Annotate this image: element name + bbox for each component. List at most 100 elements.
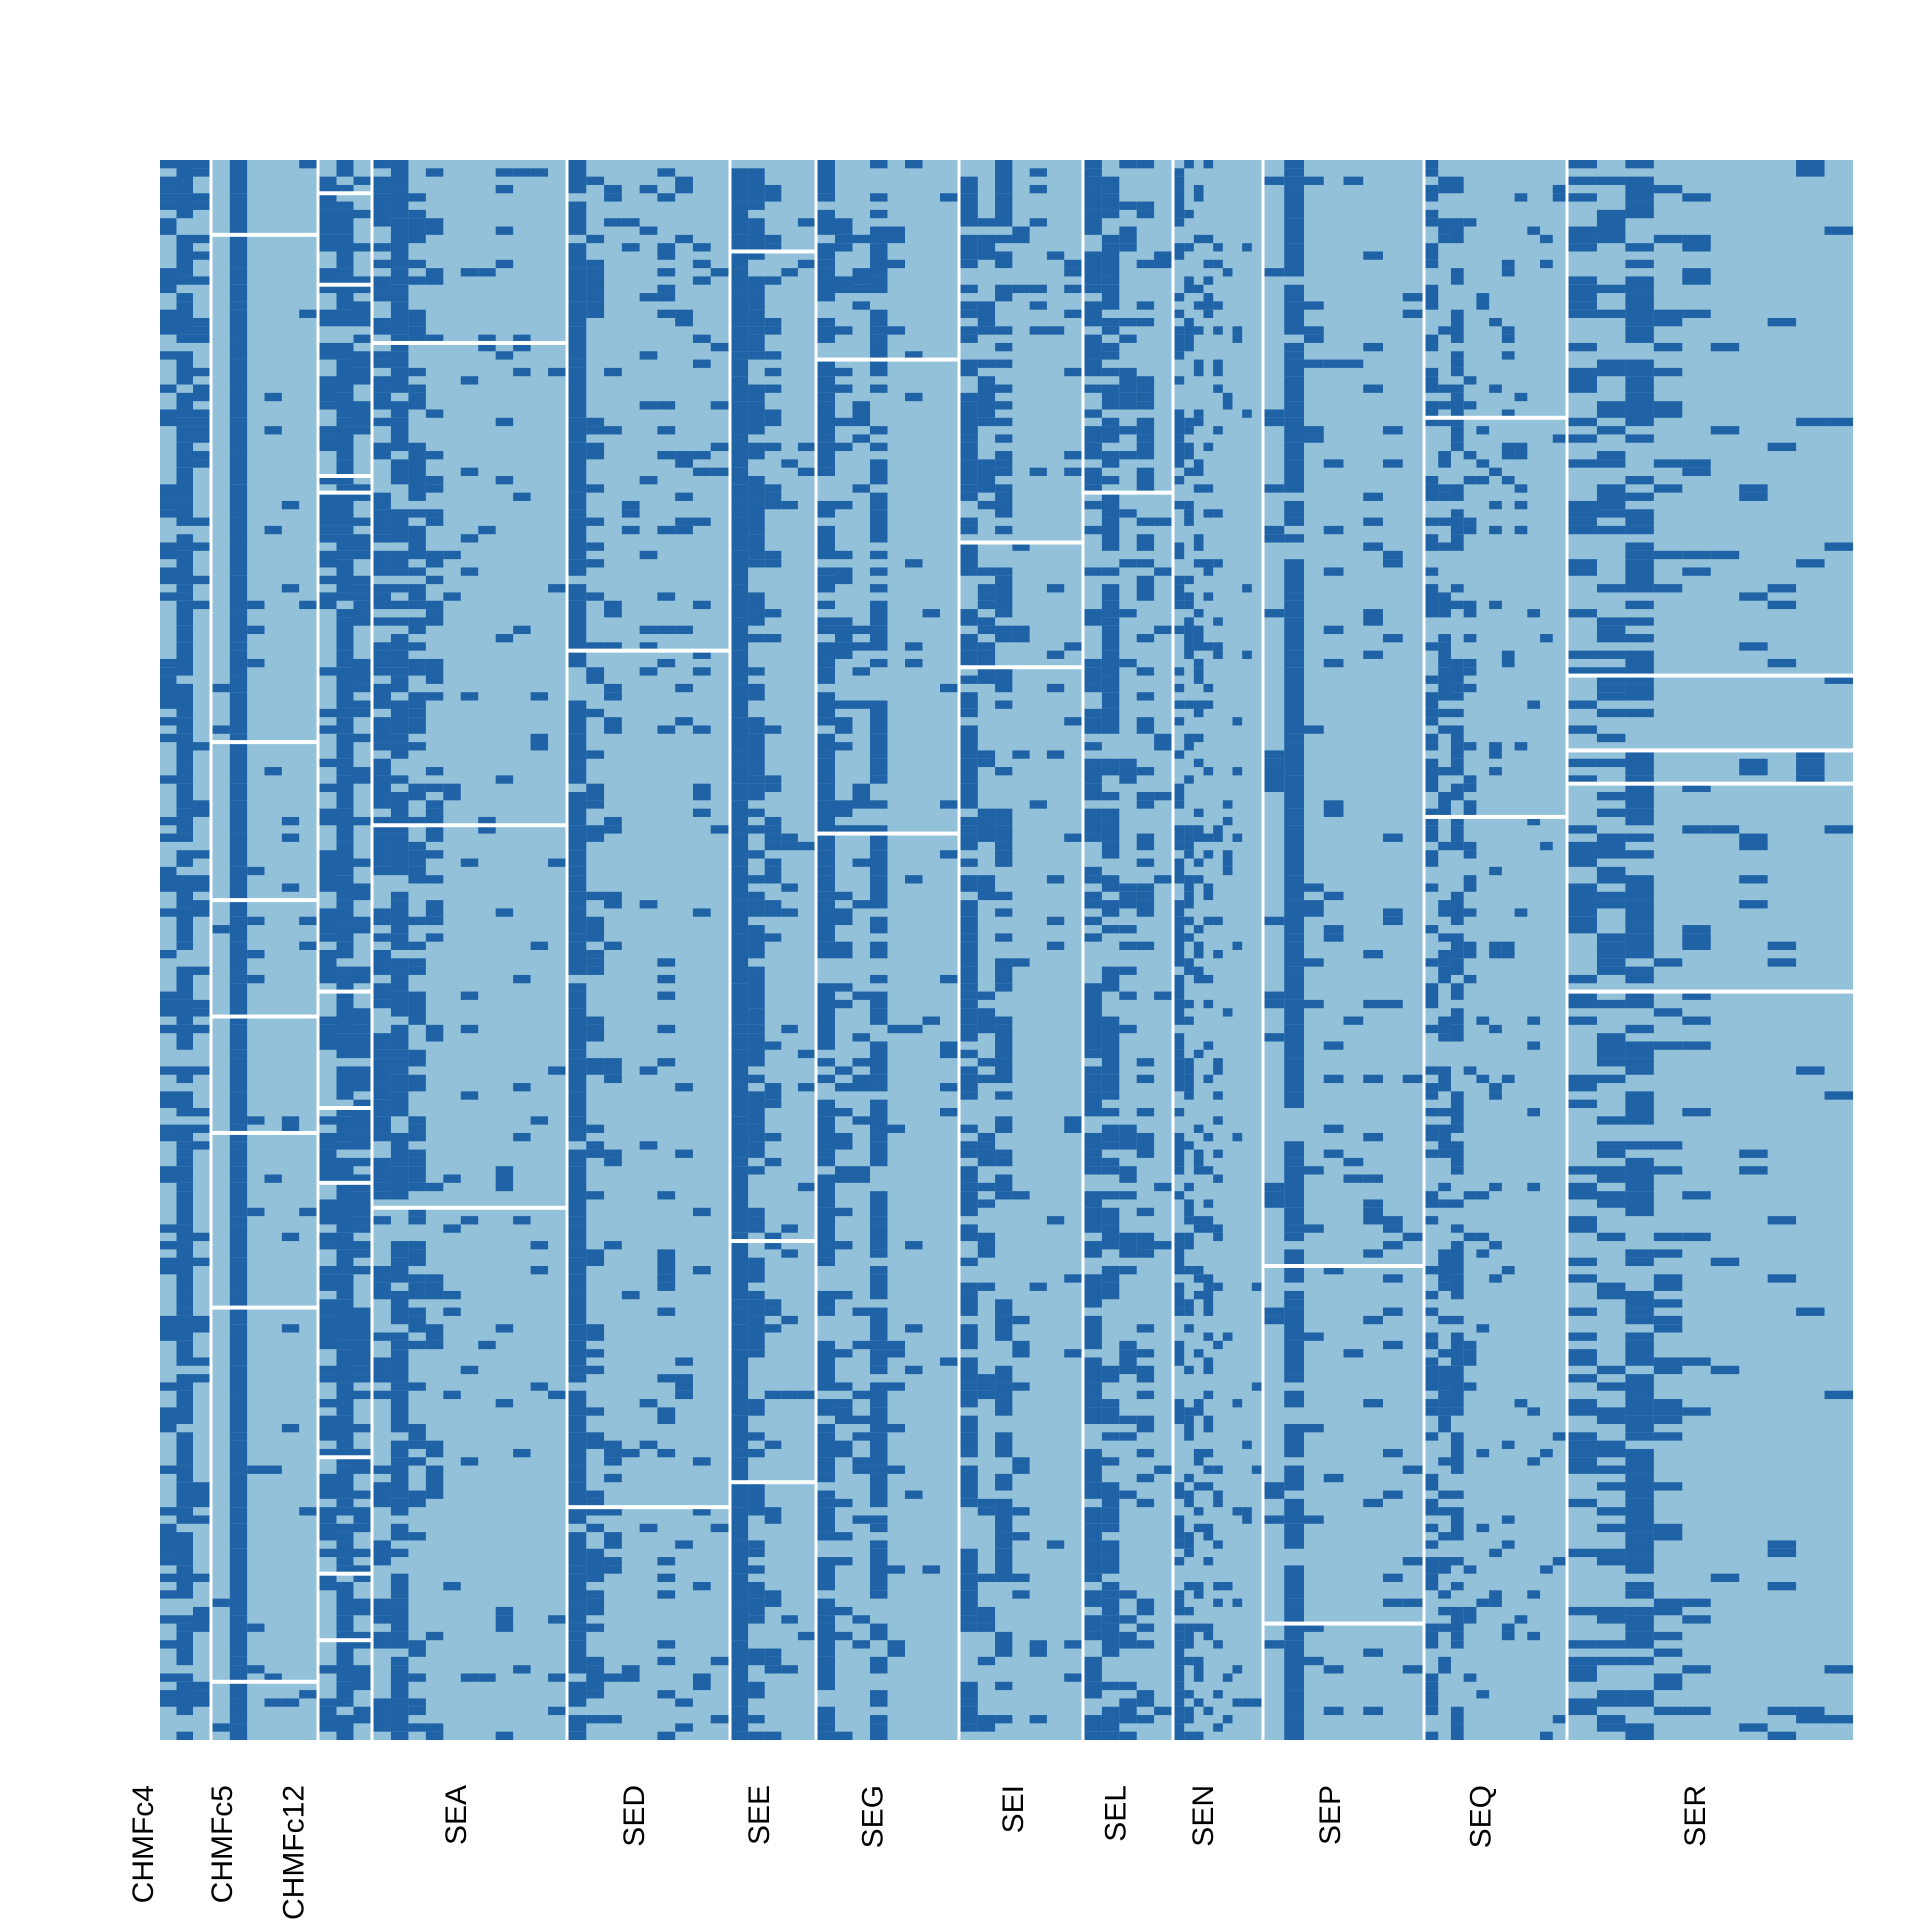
heatmap-cell xyxy=(193,168,210,177)
heatmap-cell xyxy=(176,999,193,1017)
heatmap-cell xyxy=(336,459,354,485)
heatmap-cell xyxy=(1174,1266,1185,1275)
heatmap-cell xyxy=(1012,625,1030,643)
heatmap-cell xyxy=(977,816,996,842)
heatmap-cell xyxy=(373,1191,391,1200)
heatmap-cell xyxy=(229,1432,248,1441)
heatmap-cell xyxy=(1174,1058,1185,1092)
heatmap-cell xyxy=(336,1507,354,1516)
heatmap-cell xyxy=(1540,259,1553,269)
heatmap-cell xyxy=(390,1174,409,1200)
heatmap-cell xyxy=(852,900,870,909)
heatmap-cell xyxy=(748,1033,765,1067)
heatmap-cell xyxy=(1489,866,1502,876)
heatmap-cell xyxy=(1184,209,1194,219)
heatmap-cell xyxy=(1264,1640,1285,1649)
heatmap-cell xyxy=(1101,209,1120,219)
heatmap-cell xyxy=(1184,1232,1194,1250)
heatmap-cell xyxy=(1568,1498,1597,1508)
heatmap-cell xyxy=(731,1706,749,1732)
heatmap-cell xyxy=(1284,359,1304,377)
heatmap-cell xyxy=(1174,168,1185,177)
heatmap-cell xyxy=(604,692,622,701)
heatmap-cell xyxy=(212,725,230,734)
heatmap-cell xyxy=(1438,542,1451,551)
heatmap-cell xyxy=(1739,1149,1768,1158)
heatmap-cell xyxy=(748,900,765,909)
heatmap-cell xyxy=(1323,359,1344,368)
heatmap-cell xyxy=(1476,1232,1490,1242)
heatmap-cell xyxy=(373,742,391,751)
heatmap-cell xyxy=(443,1174,461,1183)
heatmap-cell xyxy=(1796,1066,1825,1075)
heatmap-cell xyxy=(1174,351,1185,360)
heatmap-cell xyxy=(1136,417,1155,435)
heatmap-cell xyxy=(1476,1598,1490,1607)
column-label-text: SEP xyxy=(1313,1785,1347,1846)
heatmap-cell xyxy=(905,658,923,668)
heatmap-cell xyxy=(1527,226,1541,235)
heatmap-cell xyxy=(160,1640,177,1649)
heatmap-cell xyxy=(460,467,479,476)
heatmap-cell xyxy=(852,1615,870,1624)
heatmap-cell xyxy=(870,1307,888,1341)
heatmap-cell xyxy=(373,950,391,975)
heatmap-cell xyxy=(513,1665,531,1674)
heatmap-column-sei xyxy=(960,160,1082,1740)
heatmap-cell xyxy=(1596,1290,1626,1300)
heatmap-cell xyxy=(1304,1224,1324,1233)
heatmap-cell xyxy=(353,1606,371,1616)
heatmap-cell xyxy=(1029,326,1047,335)
heatmap-cell xyxy=(336,1498,354,1508)
heatmap-cell xyxy=(870,1141,888,1167)
heatmap-cell xyxy=(176,434,193,443)
heatmap-cell xyxy=(568,559,587,576)
heatmap-cell xyxy=(870,1473,888,1491)
heatmap-cell xyxy=(1174,1640,1185,1649)
heatmap-cell xyxy=(160,1465,177,1474)
heatmap-cell xyxy=(1363,1074,1383,1084)
heatmap-cell xyxy=(1213,384,1223,393)
heatmap-cell xyxy=(319,534,337,543)
heatmap-cell xyxy=(373,184,391,194)
heatmap-cell xyxy=(960,1124,978,1133)
heatmap-cell xyxy=(940,1041,958,1059)
heatmap-cell xyxy=(1476,1690,1490,1699)
heatmap-cell xyxy=(817,1149,835,1158)
heatmap-cell xyxy=(731,401,749,435)
heatmap-cell xyxy=(817,1557,835,1591)
heatmap-cell xyxy=(1136,1058,1155,1067)
heatmap-cell xyxy=(229,1016,248,1025)
heatmap-cell xyxy=(960,900,978,917)
heatmap-cell xyxy=(319,933,337,942)
heatmap-cell xyxy=(408,1382,426,1391)
heatmap-cell xyxy=(1174,1191,1185,1200)
heatmap-cell xyxy=(1174,1665,1185,1674)
heatmap-cell xyxy=(835,384,853,393)
heatmap-cell xyxy=(1343,359,1364,368)
heatmap-cell xyxy=(1568,160,1597,169)
heatmap-cell xyxy=(193,999,210,1009)
heatmap-cell xyxy=(1184,575,1194,585)
heatmap-cell xyxy=(390,1523,409,1541)
heatmap-cell xyxy=(1284,658,1304,668)
heatmap-cell xyxy=(319,1241,337,1250)
heatmap-cell xyxy=(1084,1590,1102,1607)
heatmap-cell xyxy=(1682,1016,1711,1025)
heatmap-cell xyxy=(835,617,853,626)
heatmap-cell xyxy=(1463,1382,1477,1391)
heatmap-cell xyxy=(748,1565,765,1574)
heatmap-cell xyxy=(390,550,409,576)
heatmap-cell xyxy=(1101,692,1120,701)
heatmap-cell xyxy=(1174,575,1185,585)
heatmap-cell xyxy=(1184,1656,1194,1666)
heatmap-cell xyxy=(1625,1723,1654,1740)
heatmap-cell xyxy=(1203,484,1214,493)
heatmap-cell xyxy=(1682,467,1711,476)
heatmap-cell xyxy=(604,1241,622,1250)
heatmap-cell xyxy=(1425,259,1439,269)
heatmap-cell xyxy=(1012,284,1030,294)
heatmap-cell xyxy=(1527,1016,1541,1025)
heatmap-cell xyxy=(1203,1557,1214,1566)
heatmap-cell xyxy=(319,1016,337,1025)
